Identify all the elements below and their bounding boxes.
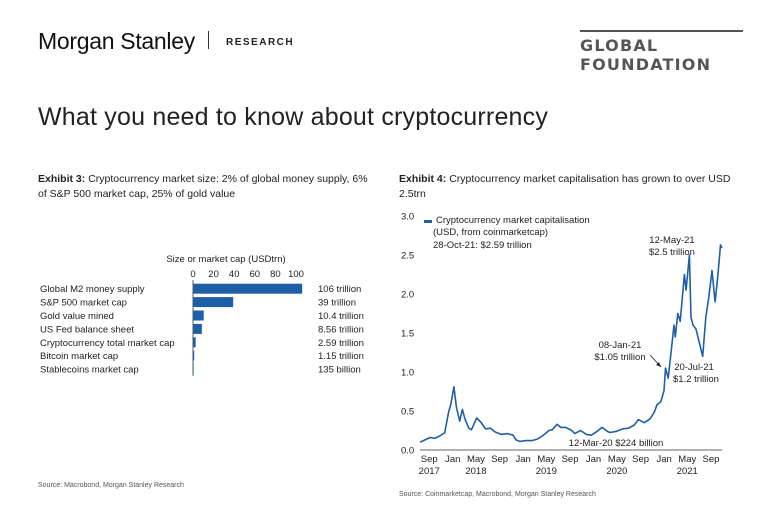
bar-chart-rows: Global M2 money supply 106 trillion S&P 50… [40,283,364,376]
line-x-tick-month: Sep [632,454,649,465]
line-x-tick-year: 2018 [465,466,486,477]
bar-category-label: S&P 500 market cap [40,298,127,309]
annotation-jul21-value: $1.2 trillion [673,374,719,385]
exhibit-4-text: Cryptocurrency market capitalisation has… [399,173,731,200]
line-x-tick-month: Sep [703,454,720,465]
line-y-tick-label: 3.0 [401,212,414,223]
brand-logo: Morgan Stanley [38,28,195,54]
bar-category-label: Stablecoins market cap [40,365,139,376]
legend-latest-value: 28-Oct-21: $2.59 trillion [433,240,532,251]
line-x-tick-year: 2021 [677,466,698,477]
exhibit-3-source: Source: Macrobond, Morgan Stanley Resear… [38,482,184,489]
line-y-tick-label: 0.5 [401,407,414,418]
exhibit-4-label: Exhibit 4: [399,173,447,185]
bar-value-label: 2.59 trillion [318,338,364,349]
annotation-peak-date: 12-May-21 [649,235,694,246]
bar-category-label: US Fed balance sheet [40,324,134,335]
bar [193,283,303,294]
bar-value-label: 8.56 trillion [318,324,364,335]
line-x-tick-year: 2020 [606,466,627,477]
header-divider [208,31,209,49]
bar-category-label: Gold value mined [40,311,114,322]
bar-x-tick-label: 0 [190,269,195,280]
bar-value-label: 1.15 trillion [318,351,364,362]
bar-category-label: Global M2 money supply [40,284,145,295]
annotation-jan21-value: $1.05 trillion [594,352,645,363]
bar-category-label: Bitcoin market cap [40,351,118,362]
annotation-jan21-arrowhead [656,362,661,367]
line-x-tick-month: Jan [586,454,601,465]
bar [193,350,195,361]
page-title: What you need to know about cryptocurren… [38,103,549,131]
annotation-peak-value: $2.5 trillion [649,247,695,258]
bar-x-tick-label: 20 [208,269,219,280]
exhibit-4-source: Source: Coinmarketcap, Macrobond, Morgan… [399,491,596,498]
exhibit-3-label: Exhibit 3: [38,173,86,185]
line-y-tick-label: 0.0 [401,446,414,457]
line-x-tick-month: Jan [656,454,671,465]
line-x-tick-month: Sep [421,454,438,465]
line-y-tick-label: 2.5 [401,251,414,262]
exhibit-4-caption: Exhibit 4: Cryptocurrency market capital… [399,172,744,202]
line-x-tick-month: May [678,454,696,465]
exhibit-3-text: Cryptocurrency market size: 2% of global… [38,173,368,200]
bar-x-tick-label: 60 [250,269,261,280]
line-x-tick-year: 2019 [536,466,557,477]
line-chart-y-axis: 0.0 0.5 1.0 1.5 2.0 2.5 3.0 [401,212,414,457]
bar-value-label: 106 trillion [318,284,361,295]
line-x-tick-month: May [467,454,485,465]
line-x-tick-month: Jan [445,454,460,465]
line-x-tick-month: May [537,454,555,465]
line-x-tick-month: Jan [516,454,531,465]
research-label: RESEARCH [226,37,295,48]
bar-x-tick-label: 100 [288,269,304,280]
bar-value-label: 10.4 trillion [318,311,364,322]
legend-label: Cryptocurrency market capitalisation [436,215,590,226]
bar [193,337,196,348]
line-y-tick-label: 1.5 [401,329,414,340]
bar-value-label: 135 billion [318,365,361,376]
bar-chart-title: Size or market cap (USDtrn) [166,254,285,265]
annotation-jan21-date: 08-Jan-21 [599,340,642,351]
foundation-rule [580,30,743,32]
bar-x-tick-label: 80 [270,269,281,280]
line-y-tick-label: 1.0 [401,368,414,379]
line-x-tick-month: Sep [491,454,508,465]
bar-x-tick-label: 40 [229,269,240,280]
bar-value-label: 39 trillion [318,298,356,309]
exhibit-3-caption: Exhibit 3: Cryptocurrency market size: 2… [38,172,378,202]
legend-swatch [424,220,432,223]
line-x-tick-month: May [608,454,626,465]
bar [193,310,204,321]
line-series-crypto-market-cap [419,244,723,443]
foundation-label: GLOBAL FOUNDATION [580,36,712,74]
bar-category-label: Cryptocurrency total market cap [40,338,175,349]
bar [193,364,194,375]
line-y-tick-label: 2.0 [401,290,414,301]
annotation-mar20: 12-Mar-20 $224 billion [569,438,664,449]
line-x-tick-month: Sep [562,454,579,465]
annotation-jul21-date: 20-Jul-21 [674,362,714,373]
line-x-tick-year: 2017 [419,466,440,477]
legend-label-units: (USD, from coinmarketcap) [433,227,548,238]
bar [193,323,202,334]
bar [193,297,234,308]
